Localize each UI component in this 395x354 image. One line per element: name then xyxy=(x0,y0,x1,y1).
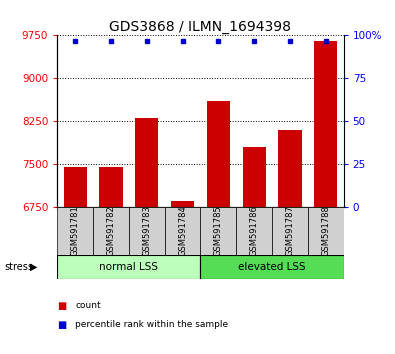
Text: GSM591784: GSM591784 xyxy=(178,206,187,256)
Bar xyxy=(171,201,194,207)
Text: ■: ■ xyxy=(57,301,66,310)
Bar xyxy=(57,255,201,279)
Text: GSM591788: GSM591788 xyxy=(321,206,330,256)
Bar xyxy=(314,41,337,207)
Title: GDS3868 / ILMN_1694398: GDS3868 / ILMN_1694398 xyxy=(109,21,292,34)
Bar xyxy=(201,207,236,255)
Bar xyxy=(93,207,129,255)
Text: GSM591781: GSM591781 xyxy=(71,206,80,256)
Text: GSM591783: GSM591783 xyxy=(142,206,151,256)
Bar xyxy=(135,118,158,207)
Bar xyxy=(64,167,87,207)
Bar xyxy=(236,207,272,255)
Bar xyxy=(243,147,266,207)
Text: elevated LSS: elevated LSS xyxy=(238,262,306,272)
Text: count: count xyxy=(75,301,101,310)
Bar xyxy=(201,255,344,279)
Bar xyxy=(165,207,201,255)
Text: ▶: ▶ xyxy=(30,262,37,272)
Bar xyxy=(308,207,344,255)
Bar xyxy=(129,207,165,255)
Text: percentile rank within the sample: percentile rank within the sample xyxy=(75,320,228,330)
Bar xyxy=(207,101,230,207)
Text: normal LSS: normal LSS xyxy=(100,262,158,272)
Text: GSM591782: GSM591782 xyxy=(107,206,115,256)
Bar xyxy=(57,207,93,255)
Bar xyxy=(278,130,302,207)
Text: GSM591787: GSM591787 xyxy=(286,206,294,256)
Text: stress: stress xyxy=(4,262,33,272)
Text: GSM591786: GSM591786 xyxy=(250,206,259,256)
Bar xyxy=(272,207,308,255)
Text: ■: ■ xyxy=(57,320,66,330)
Text: GSM591785: GSM591785 xyxy=(214,206,223,256)
Bar xyxy=(99,167,122,207)
